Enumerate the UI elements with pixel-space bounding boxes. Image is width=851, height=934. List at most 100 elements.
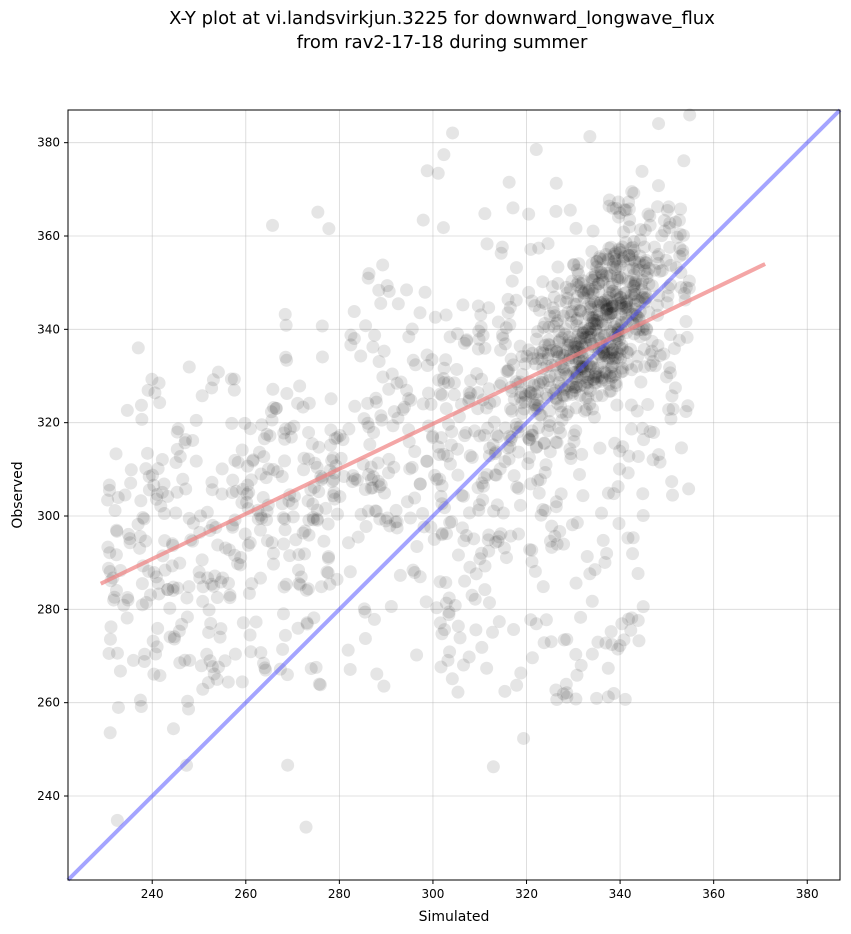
data-point — [610, 270, 624, 284]
data-point — [420, 164, 434, 178]
data-point — [366, 481, 380, 495]
data-point — [305, 437, 319, 451]
data-point — [278, 512, 292, 526]
data-point — [602, 241, 616, 255]
data-point — [361, 271, 375, 285]
data-point — [306, 497, 320, 511]
data-point — [597, 297, 611, 311]
data-point — [266, 382, 280, 396]
data-point — [170, 485, 184, 499]
data-point — [667, 342, 681, 356]
data-point — [310, 512, 324, 526]
data-point — [595, 371, 609, 385]
data-point — [464, 387, 478, 401]
data-point — [574, 332, 588, 346]
data-point — [593, 441, 607, 455]
data-point — [617, 250, 631, 264]
data-point — [532, 421, 546, 435]
data-point — [622, 263, 636, 277]
data-point — [104, 620, 118, 634]
data-point — [534, 508, 548, 522]
data-point — [259, 471, 273, 485]
data-point — [446, 126, 460, 140]
data-point — [287, 419, 301, 433]
data-point — [294, 570, 308, 584]
data-point — [173, 556, 187, 570]
data-point — [453, 631, 467, 645]
data-point — [586, 224, 600, 238]
data-point — [408, 491, 422, 505]
data-point — [507, 392, 521, 406]
x-axis-label: Simulated — [419, 909, 490, 925]
data-point — [630, 262, 644, 276]
data-point — [577, 321, 591, 335]
data-point — [443, 457, 457, 471]
data-point — [282, 494, 296, 508]
data-point — [614, 307, 628, 321]
data-point — [465, 450, 479, 464]
data-point — [505, 274, 519, 288]
data-point — [660, 370, 674, 384]
data-point — [362, 267, 376, 281]
data-point — [583, 567, 597, 581]
data-point — [110, 524, 124, 538]
data-point — [550, 537, 564, 551]
data-point — [436, 221, 450, 235]
data-point — [408, 445, 422, 459]
data-point — [571, 340, 585, 354]
data-point — [371, 456, 385, 470]
data-point — [370, 667, 384, 681]
data-point — [577, 291, 591, 305]
data-point — [475, 372, 489, 386]
data-point — [599, 308, 613, 322]
data-point — [419, 595, 433, 609]
data-point — [330, 572, 344, 586]
data-point — [579, 391, 593, 405]
data-point — [619, 297, 633, 311]
data-point — [545, 343, 559, 357]
data-point — [321, 517, 335, 531]
data-point — [276, 511, 290, 525]
data-point — [542, 414, 556, 428]
data-point — [506, 358, 520, 372]
data-point — [585, 283, 599, 297]
data-point — [374, 409, 388, 423]
data-point — [538, 296, 552, 310]
data-point — [638, 286, 652, 300]
data-point — [243, 628, 257, 642]
data-point — [428, 310, 442, 324]
data-point — [580, 550, 594, 564]
data-point — [585, 316, 599, 330]
data-point — [585, 594, 599, 608]
data-point — [400, 383, 414, 397]
data-point — [635, 291, 649, 305]
data-point — [244, 645, 258, 659]
data-point — [369, 391, 383, 405]
data-point — [674, 202, 688, 216]
data-point — [134, 398, 148, 412]
data-point — [328, 432, 342, 446]
data-point — [587, 273, 601, 287]
data-point — [557, 633, 571, 647]
data-point — [302, 528, 316, 542]
data-point — [175, 617, 189, 631]
data-point — [590, 255, 604, 269]
data-point — [624, 342, 638, 356]
data-point — [619, 307, 633, 321]
data-point — [628, 284, 642, 298]
data-point — [553, 333, 567, 347]
data-point — [581, 391, 595, 405]
data-point — [400, 495, 414, 509]
data-point — [655, 229, 669, 243]
x-tick-label: 380 — [796, 887, 819, 901]
data-point — [610, 398, 624, 412]
data-point — [485, 625, 499, 639]
data-point — [637, 258, 651, 272]
data-point — [578, 331, 592, 345]
data-point — [384, 600, 398, 614]
data-point — [110, 523, 124, 537]
data-point — [321, 566, 335, 580]
data-point — [205, 660, 219, 674]
data-point — [622, 202, 636, 216]
fit-lines — [66, 108, 842, 882]
